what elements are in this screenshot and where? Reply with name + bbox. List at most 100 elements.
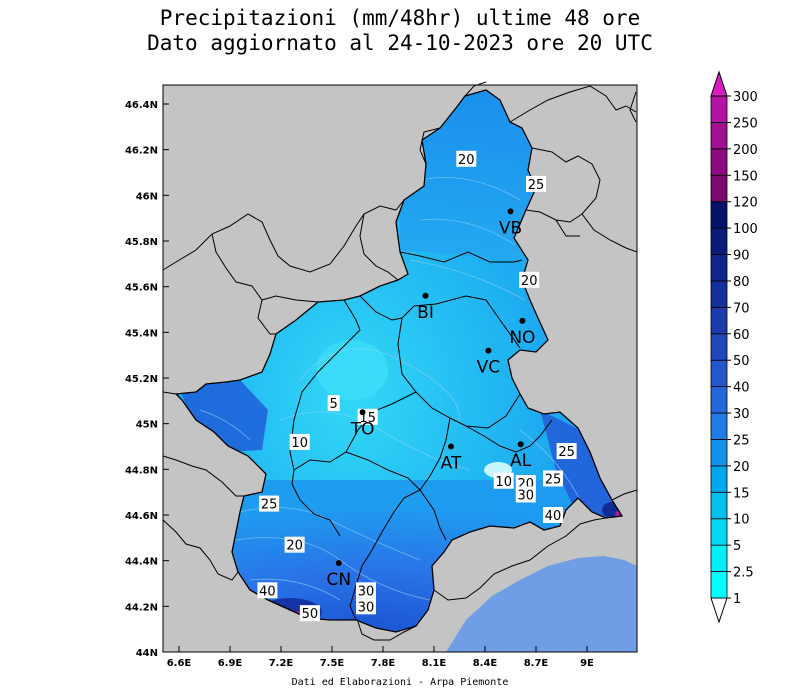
city-label: VC <box>477 358 501 378</box>
colorbar-segment <box>710 359 728 388</box>
colorbar-segment <box>710 254 728 282</box>
contour-label-box <box>519 271 540 288</box>
lat-tick-label: 46.2N <box>125 146 158 157</box>
contour-label-box <box>515 486 536 503</box>
title-line-1: Precipitazioni (mm/48hr) ultime 48 ore <box>159 6 641 30</box>
lon-tick-label: 8.1E <box>422 658 447 669</box>
contour-label-box <box>299 605 320 622</box>
colorbar-segment <box>710 148 728 176</box>
lon-tick-label: 7.8E <box>371 658 396 669</box>
contour-label-box <box>289 433 310 450</box>
city-label: AT <box>441 454 462 474</box>
map-frame <box>162 84 638 653</box>
lat-tick-label: 45.4N <box>125 328 158 339</box>
city-layer: VB BI NO VC TO AT AL CN <box>327 208 535 590</box>
city-marker <box>485 347 492 354</box>
city-label: CN <box>327 570 352 590</box>
contour-label-box <box>543 507 563 523</box>
contour-label: 25 <box>545 472 562 487</box>
contour-label: 25 <box>261 498 278 513</box>
colorbar-segment <box>710 95 728 123</box>
lat-tick-label: 45.6N <box>125 283 158 294</box>
contour-label-box <box>356 582 376 599</box>
lat-tick-label: 45N <box>136 420 158 431</box>
colorbar-segment <box>710 439 728 467</box>
colorbar-level-label: 250 <box>733 116 758 131</box>
colorbar-segment <box>710 571 728 599</box>
lat-tick-label: 44.2N <box>125 602 158 613</box>
colorbar-lower-extend <box>710 597 728 624</box>
lon-tick-label: 8.4E <box>473 658 498 669</box>
colorbar-segment <box>710 227 728 255</box>
colorbar-level-label: 10 <box>733 513 750 528</box>
colorbar-level-label: 5 <box>733 539 741 554</box>
colorbar-level-label: 70 <box>733 301 750 316</box>
contour-label-box <box>526 175 546 192</box>
colorbar-level-label: 1 <box>733 592 741 607</box>
colorbar-segment <box>710 412 728 440</box>
colorbar-level-label: 100 <box>733 222 758 237</box>
city-marker <box>335 559 342 566</box>
lat-tick-label: 44.8N <box>125 465 158 476</box>
contour-label: 30 <box>358 584 375 599</box>
colorbar-segment <box>710 306 728 335</box>
colorbar-segment <box>710 465 728 493</box>
colorbar-level-label: 20 <box>733 460 750 475</box>
contour-label: 30 <box>518 488 535 503</box>
contour-label-box <box>556 443 577 460</box>
colorbar-level-label: 120 <box>733 196 758 211</box>
colorbar-level-label: 15 <box>733 486 750 501</box>
city-label: VB <box>499 218 522 238</box>
contour-label-box <box>493 472 514 489</box>
contour-label-box <box>456 150 477 167</box>
city-marker <box>359 409 366 416</box>
contour-label: 25 <box>528 178 545 193</box>
colorbar-segment <box>710 201 728 229</box>
city-marker <box>448 443 454 450</box>
colorbar-level-label: 25 <box>733 433 750 448</box>
contour-label: 30 <box>358 600 375 615</box>
lat-tick-label: 44.4N <box>125 557 158 568</box>
lon-tick-label: 8.7E <box>524 658 549 669</box>
lon-tick-label: 7.5E <box>320 658 345 669</box>
colorbar-segment <box>710 122 728 150</box>
colorbar-segment <box>710 518 728 546</box>
colorbar-level-label: 90 <box>733 249 750 264</box>
lon-tick-label: 7.2E <box>269 658 294 669</box>
contour-label: 50 <box>302 607 319 622</box>
title-line-2: Dato aggiornato al 24-10-2023 ore 20 UTC <box>147 31 653 55</box>
contour-label-box <box>284 536 305 553</box>
axis-layer: 46.4N 46.2N 46N 45.8N 45.6N 45.4N 45.2N 45N 44.8… <box>125 100 594 669</box>
contour-label: 20 <box>521 274 538 289</box>
colorbar-level-label: 80 <box>733 275 750 290</box>
colorbar-level-label: 150 <box>733 169 758 184</box>
city-marker <box>517 441 524 448</box>
lon-tick-label: 6.6E <box>167 658 192 669</box>
colorbar-segment <box>710 386 728 414</box>
city-label: TO <box>350 419 375 439</box>
lat-tick-label: 46.4N <box>125 100 158 111</box>
colorbar-level-label: 60 <box>733 328 750 343</box>
colorbar-segment <box>710 174 728 203</box>
lat-tick-label: 46N <box>136 191 158 202</box>
colorbar-segment <box>710 544 728 572</box>
colorbar-legend: 1 2.5 5 10 15 20 25 30 40 50 60 70 80 90 100 120 150 200 2… <box>710 70 758 624</box>
contour-label-box <box>543 470 563 487</box>
contour-label: 40 <box>259 584 276 599</box>
map-title: Precipitazioni (mm/48hr) ultime 48 ore D… <box>0 6 800 56</box>
lat-tick-label: 45.2N <box>125 374 158 385</box>
colorbar-segment <box>710 491 728 520</box>
footer-credit: Dati ed Elaborazioni - Arpa Piemonte <box>291 677 509 688</box>
contour-label: 40 <box>545 509 562 524</box>
contour-label-box <box>257 582 278 599</box>
lat-tick-label: 45.8N <box>125 237 158 248</box>
contour-label: 20 <box>286 539 303 554</box>
contour-label-box <box>327 395 340 412</box>
colorbar-level-label: 30 <box>733 407 750 422</box>
city-label: BI <box>417 303 434 323</box>
colorbar-upper-extend <box>710 70 728 97</box>
sea-area <box>446 556 637 652</box>
contour-label: 10 <box>495 475 512 490</box>
colorbar-segment <box>710 280 728 308</box>
